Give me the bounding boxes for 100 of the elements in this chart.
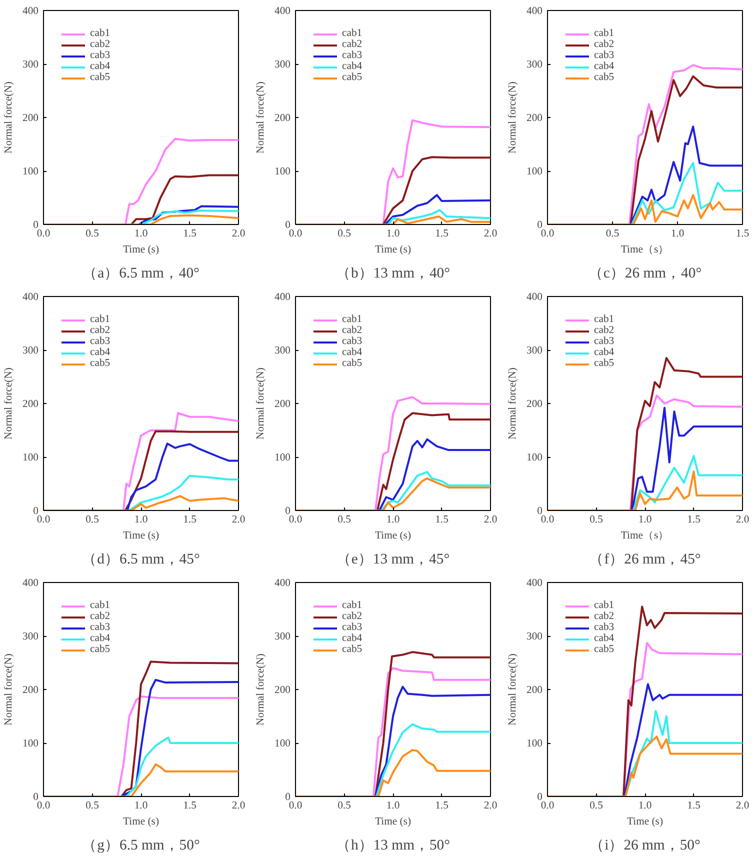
y-tick-label: 0 (537, 220, 542, 231)
x-tick-label: 0.5 (606, 228, 620, 240)
x-tick-label: 0.0 (540, 800, 554, 812)
x-tick-label: 2.0 (232, 228, 246, 240)
x-tick-label: 1.0 (386, 800, 400, 812)
x-tick-label: 0.0 (36, 514, 50, 526)
y-tick-label: 100 (22, 452, 38, 464)
legend-label: cab2 (342, 325, 362, 336)
y-tick-label: 100 (22, 166, 38, 178)
y-tick-label: 400 (274, 292, 290, 303)
legend-label: cab4 (342, 633, 362, 644)
x-tick-label: 1.0 (134, 800, 148, 812)
legend-label: cab1 (90, 314, 110, 325)
legend-label: cab1 (342, 28, 362, 39)
x-tick-label: 2.0 (736, 800, 750, 812)
legend-label: cab3 (342, 50, 362, 61)
x-tick-label: 1.5 (435, 800, 448, 812)
x-tick-label: 1.5 (435, 228, 448, 240)
y-tick-label: 400 (526, 6, 542, 17)
legend-label: cab4 (594, 347, 614, 358)
text: （i）26 mm，50° (590, 838, 700, 854)
y-tick-label: 0 (33, 220, 38, 231)
legend-label: cab1 (342, 314, 362, 325)
y-tick-label: 300 (22, 346, 38, 356)
legend-label: cab1 (342, 600, 362, 611)
legend-label: cab5 (90, 644, 110, 655)
legend-label: cab3 (90, 622, 110, 633)
legend-label: cab3 (342, 336, 362, 347)
x-tick-label: 1.0 (638, 800, 652, 812)
y-tick-label: 200 (526, 399, 542, 410)
x-tick-label: 0.5 (338, 228, 351, 240)
y-tick-label: 100 (526, 452, 542, 464)
y-tick-label: 100 (526, 738, 542, 750)
y-tick-label: 300 (274, 632, 290, 642)
legend-label: cab3 (90, 336, 110, 347)
legend-label: cab5 (90, 72, 110, 83)
y-tick-label: 300 (526, 60, 542, 70)
x-axis-title: Time (s) (122, 816, 160, 828)
legend-label: cab2 (594, 39, 614, 50)
y-tick-label: 200 (22, 399, 38, 410)
legend-label: cab3 (594, 622, 614, 633)
x-tick-label: 0.5 (338, 514, 351, 526)
x-tick-label: 0.5 (86, 514, 99, 526)
legend-label: cab3 (90, 50, 110, 61)
legend-label: cab4 (594, 61, 614, 72)
y-tick-label: 0 (537, 792, 542, 803)
y-tick-label: 200 (526, 685, 542, 696)
y-axis-title: Normal force(N) (256, 653, 267, 726)
x-tick-label: 2.0 (484, 514, 498, 526)
x-tick-label: 0.5 (338, 800, 351, 812)
y-tick-label: 200 (22, 113, 38, 124)
legend-label: cab2 (594, 325, 614, 336)
y-tick-label: 100 (274, 738, 290, 750)
y-tick-label: 0 (285, 506, 290, 517)
legend-label: cab1 (594, 28, 614, 39)
y-axis-title: Normal force(N) (256, 81, 267, 154)
y-tick-label: 400 (274, 578, 290, 589)
legend-label: cab2 (342, 39, 362, 50)
x-tick-label: 1.0 (134, 228, 148, 240)
x-tick-label: 0.5 (590, 800, 603, 812)
x-tick-label: 0.0 (540, 514, 554, 526)
legend-label: cab5 (90, 358, 110, 369)
legend-label: cab2 (594, 611, 614, 622)
y-tick-label: 200 (274, 113, 290, 124)
legend-label: cab4 (342, 347, 362, 358)
legend-label: cab5 (342, 644, 362, 655)
y-axis-title: Normal force(N) (4, 81, 15, 154)
y-tick-label: 300 (22, 632, 38, 642)
legend-label: cab5 (342, 358, 362, 369)
y-tick-label: 400 (274, 6, 290, 17)
x-axis-title: Time (s) (122, 244, 160, 256)
y-tick-label: 0 (537, 506, 542, 517)
x-tick-label: 0.0 (288, 514, 302, 526)
legend-label: cab1 (90, 28, 110, 39)
y-tick-label: 300 (526, 346, 542, 356)
x-tick-label: 0.0 (540, 228, 554, 240)
y-tick-label: 0 (285, 220, 290, 231)
y-tick-label: 100 (526, 166, 542, 178)
legend-label: cab3 (594, 50, 614, 61)
y-tick-label: 400 (526, 292, 542, 303)
legend-label: cab1 (594, 600, 614, 611)
x-tick-label: 0.0 (288, 228, 302, 240)
y-axis-title: Normal force(N) (4, 367, 15, 440)
text: （h）13 mm，50° (336, 838, 450, 854)
x-tick-label: 0.0 (36, 228, 50, 240)
x-tick-label: 2.0 (484, 800, 498, 812)
y-tick-label: 400 (22, 292, 38, 303)
y-tick-label: 400 (22, 578, 38, 589)
legend-label: cab4 (90, 633, 110, 644)
text: （a）6.5 mm，40° (82, 266, 200, 282)
text: （f）26 mm，45° (589, 552, 701, 568)
y-tick-label: 400 (22, 6, 38, 17)
legend-label: cab4 (594, 633, 614, 644)
x-tick-label: 1.5 (687, 800, 700, 812)
y-axis-title: Normal force(N) (256, 367, 267, 440)
x-tick-label: 2.0 (232, 800, 246, 812)
x-tick-label: 1.5 (435, 514, 448, 526)
x-tick-label: 0.0 (36, 800, 50, 812)
y-tick-label: 100 (274, 166, 290, 178)
x-tick-label: 1.0 (670, 228, 684, 240)
